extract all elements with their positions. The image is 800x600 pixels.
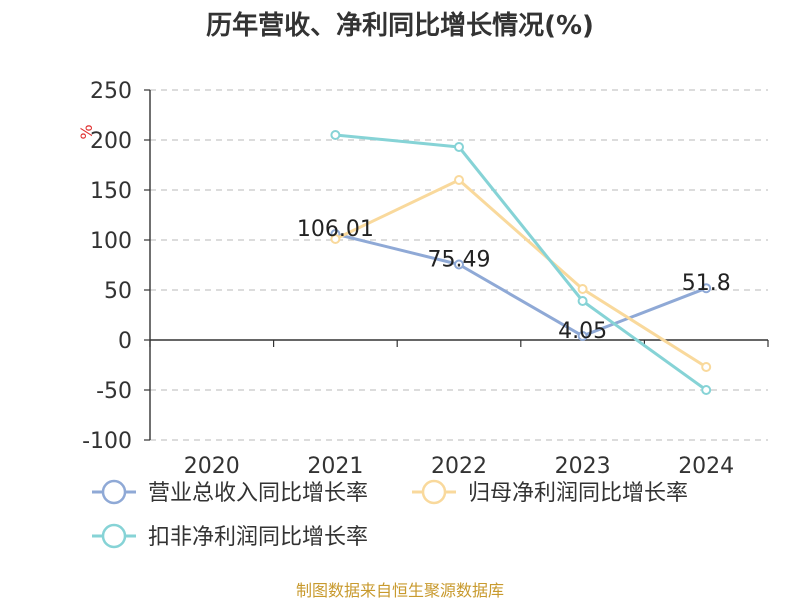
x-tick-label: 2020	[184, 454, 240, 479]
data-point	[330, 130, 341, 140]
source-footer: 制图数据来自恒生聚源数据库	[296, 581, 504, 600]
y-tick-label: 250	[90, 79, 132, 104]
data-point	[577, 284, 588, 294]
legend-marker	[421, 479, 447, 505]
series-line	[334, 178, 708, 369]
data-label: 4.05	[558, 319, 607, 344]
x-tick-label: 2022	[431, 454, 487, 479]
data-point	[454, 259, 464, 270]
legend-label: 营业总收入同比增长率	[148, 481, 368, 506]
y-tick-label: 50	[104, 279, 132, 304]
legend-item[interactable]: 营业总收入同比增长率	[92, 479, 368, 506]
data-point	[454, 175, 464, 185]
data-point	[577, 330, 588, 341]
y-tick-label: 100	[90, 229, 132, 254]
data-point	[701, 283, 712, 294]
data-point	[701, 362, 712, 372]
y-tick-label: 150	[90, 179, 132, 204]
data-label: 106.01	[297, 217, 374, 242]
x-tick-label: 2021	[307, 454, 363, 479]
axes: 250 200 150 100 50 0 -50 -100 2020 2021 2022 2023 20…	[82, 79, 769, 479]
y-tick-label: -100	[82, 429, 132, 454]
legend-label: 扣非净利润同比增长率	[148, 525, 368, 550]
data-point	[330, 234, 341, 244]
grid-lines	[150, 89, 768, 441]
y-tick-label: -50	[96, 379, 132, 404]
y-axis-unit-label: %	[77, 124, 96, 139]
data-point	[701, 385, 712, 395]
series-line	[335, 133, 708, 392]
y-tick-label: 0	[118, 329, 132, 354]
data-label: 75.49	[428, 248, 491, 273]
x-tick-label: 2024	[678, 454, 734, 479]
legend-item[interactable]: 归母净利润同比增长率	[412, 479, 688, 506]
legend-item[interactable]: 扣非净利润同比增长率	[92, 523, 368, 550]
chart-title: 历年营收、净利同比增长情况(%)	[206, 10, 594, 41]
data-label: 51.8	[682, 271, 731, 296]
x-tick-label: 2023	[555, 454, 611, 479]
legend-label: 归母净利润同比增长率	[468, 481, 688, 506]
data-labels: 106.01 75.49 4.05 51.8	[297, 217, 731, 344]
legend-marker	[101, 523, 127, 549]
series-line	[335, 232, 707, 338]
data-point	[454, 142, 464, 152]
y-tick-label: 200	[90, 129, 132, 154]
legend-marker	[101, 479, 127, 505]
data-point	[577, 296, 588, 306]
series-lines	[330, 130, 712, 395]
